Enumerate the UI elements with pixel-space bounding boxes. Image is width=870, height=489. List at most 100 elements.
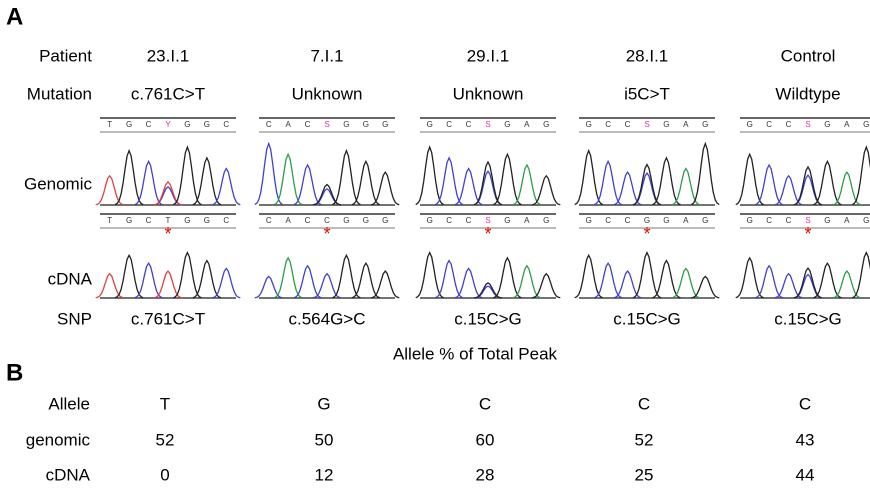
genomic-percent: 52 (635, 430, 654, 449)
base-letter: C (446, 216, 452, 225)
genomic-percent: 50 (315, 430, 334, 449)
base-letter: G (363, 120, 369, 129)
snp: c.15C>G (613, 309, 681, 328)
trace-peak (416, 147, 444, 205)
base-letter: C (146, 216, 152, 225)
patient-id: 23.I.1 (147, 46, 190, 65)
base-letter: C (223, 120, 229, 129)
trace-peak (736, 154, 764, 204)
variant-marker: * (323, 224, 330, 244)
base-letter: G (126, 120, 132, 129)
base-letter: C (266, 216, 272, 225)
base-letter: G (702, 216, 708, 225)
base-letter: G (382, 120, 388, 129)
mutation: Wildtype (775, 84, 840, 103)
base-letter: G (427, 216, 433, 225)
base-letter: A (683, 120, 689, 129)
allele: G (317, 394, 330, 413)
base-letter: A (524, 120, 530, 129)
trace-peak (813, 161, 841, 204)
base-letter: C (466, 120, 472, 129)
trace-peak (332, 151, 360, 205)
trace-peak (652, 158, 680, 205)
base-letter: C (786, 120, 792, 129)
base-letter: G (863, 216, 869, 225)
base-letter: G (427, 120, 433, 129)
figure: A B Allele % of Total Peak PatientMutati… (0, 0, 870, 489)
table-title: Allele % of Total Peak (393, 344, 558, 363)
base-letter: G (382, 216, 388, 225)
base-letter: C (146, 120, 152, 129)
base-letter: G (543, 216, 549, 225)
allele: T (160, 394, 170, 413)
base-letter: G (184, 120, 190, 129)
trace-peak (173, 253, 201, 298)
snp: c.15C>G (774, 309, 842, 328)
snp: c.564G>C (288, 309, 365, 328)
base-letter: G (204, 120, 210, 129)
base-letter: C (305, 216, 311, 225)
allele: C (638, 394, 650, 413)
patient-id: 29.I.1 (467, 46, 510, 65)
base-letter: G (586, 216, 592, 225)
base-letter: C (605, 216, 611, 225)
base-letter: G (543, 120, 549, 129)
patient-id: Control (781, 46, 836, 65)
cdna-percent: 44 (796, 465, 815, 484)
base-letter: A (285, 216, 291, 225)
genomic-percent: 60 (476, 430, 495, 449)
base-letter: S (644, 120, 649, 129)
base-letter: A (524, 216, 530, 225)
base-letter: G (824, 216, 830, 225)
base-letter: C (766, 120, 772, 129)
cdna-percent: 25 (635, 465, 654, 484)
base-letter: Y (165, 120, 171, 129)
base-letter: C (625, 216, 631, 225)
base-letter: C (625, 120, 631, 129)
base-letter: T (107, 216, 112, 225)
trace-peak (633, 253, 661, 298)
base-letter: G (343, 216, 349, 225)
cdna-percent: 28 (476, 465, 495, 484)
base-letter: G (184, 216, 190, 225)
base-letter: G (126, 216, 132, 225)
trace-peak (115, 151, 143, 205)
base-letter: G (204, 216, 210, 225)
mutation: Unknown (453, 84, 524, 103)
base-letter: C (605, 120, 611, 129)
base-letter: S (324, 120, 329, 129)
base-letter: G (663, 120, 669, 129)
trace-peak (115, 255, 143, 297)
row-label: cDNA (46, 465, 91, 484)
base-letter: C (266, 120, 272, 129)
row-label: SNP (57, 309, 92, 328)
mutation: Unknown (292, 84, 363, 103)
base-letter: C (223, 216, 229, 225)
trace-peak (852, 147, 870, 205)
trace-peak (493, 154, 521, 204)
trace-peak (493, 258, 521, 298)
base-letter: C (446, 120, 452, 129)
base-letter: G (586, 120, 592, 129)
trace-peak (332, 255, 360, 297)
trace-peak (575, 151, 603, 205)
panel-label: A (6, 3, 23, 30)
mutation: i5C>T (624, 84, 670, 103)
allele: C (799, 394, 811, 413)
base-letter: G (504, 216, 510, 225)
variant-marker: * (164, 224, 171, 244)
base-letter: G (343, 120, 349, 129)
base-letter: T (107, 120, 112, 129)
genomic-percent: 52 (156, 430, 175, 449)
row-label: genomic (26, 430, 91, 449)
allele: C (479, 394, 491, 413)
base-letter: C (786, 216, 792, 225)
panel-label: B (6, 359, 23, 386)
variant-marker: * (804, 224, 811, 244)
trace-peak (575, 255, 603, 297)
trace-peak (691, 144, 719, 205)
snp: c.761C>T (131, 309, 205, 328)
patient-id: 28.I.1 (626, 46, 669, 65)
base-letter: A (844, 216, 850, 225)
trace-peak (274, 258, 302, 298)
